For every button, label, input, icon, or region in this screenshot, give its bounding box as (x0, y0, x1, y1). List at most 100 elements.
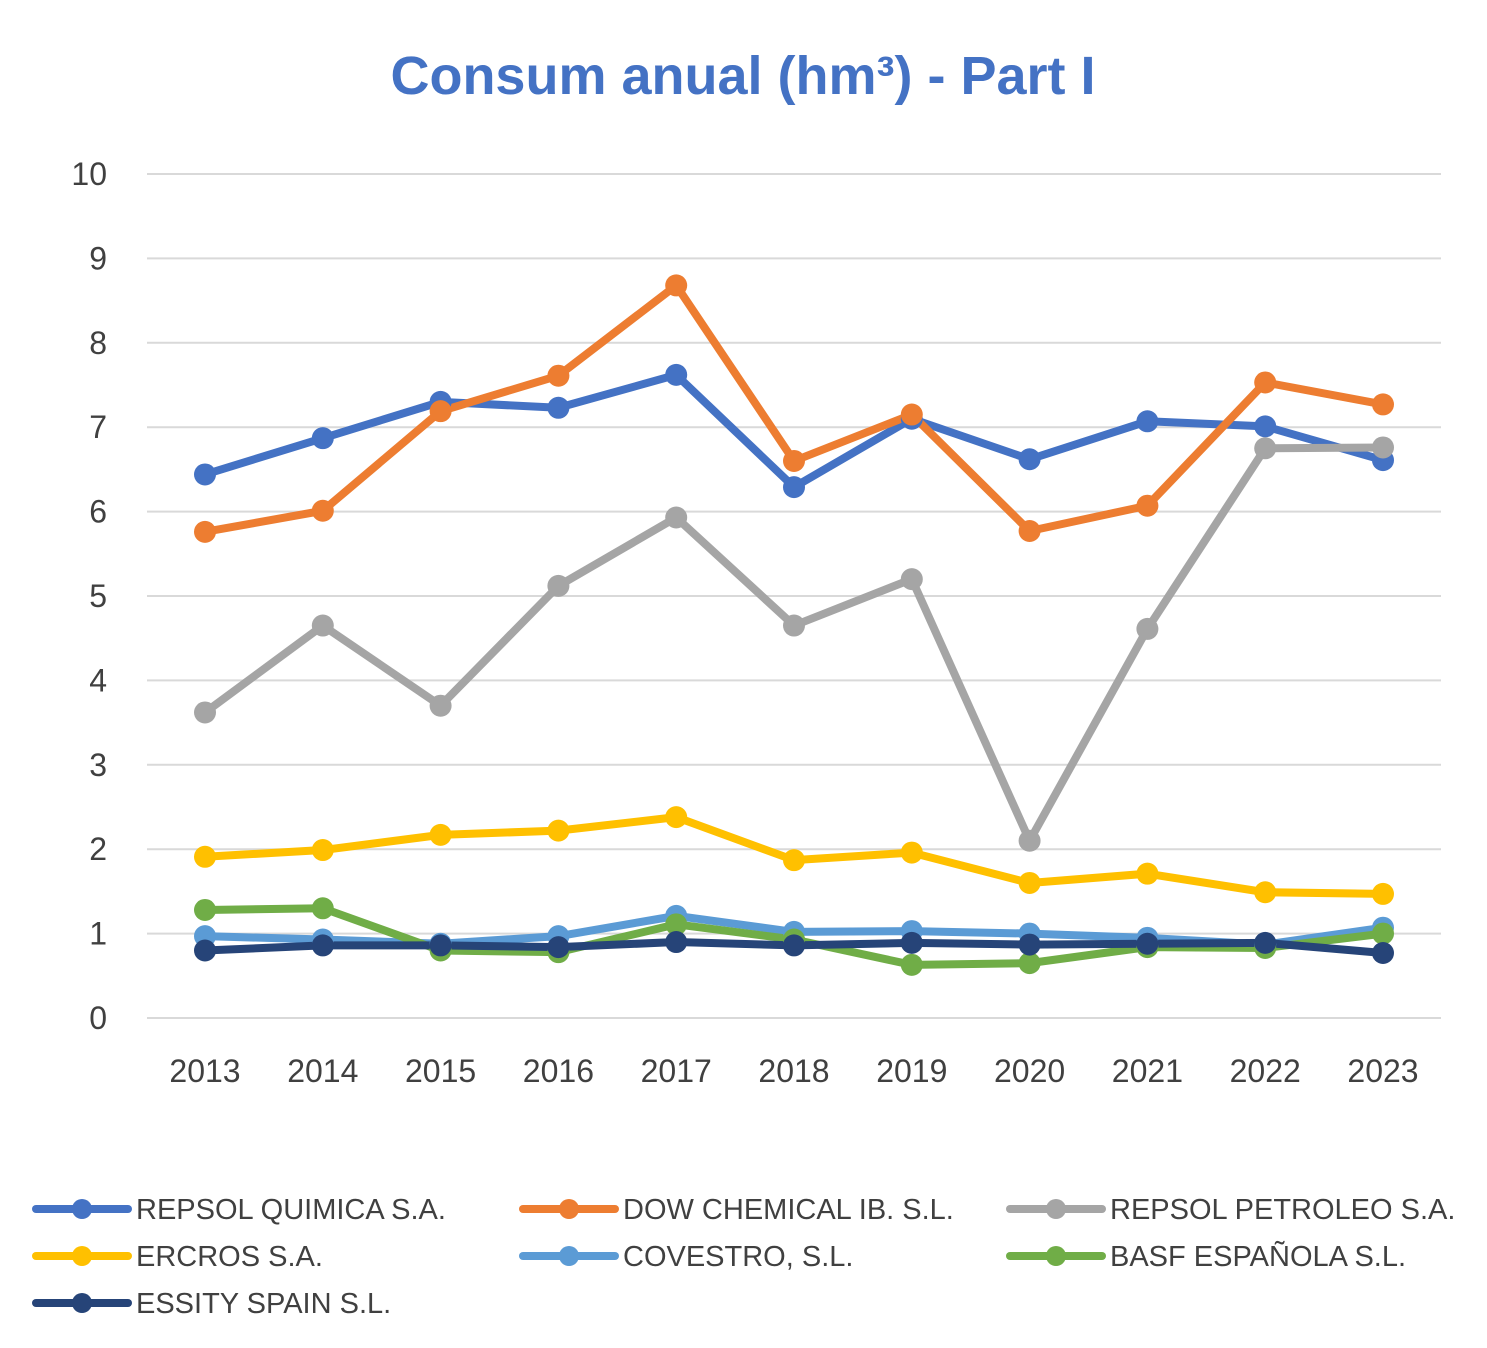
data-point (900, 841, 923, 864)
x-tick-label: 2017 (641, 1053, 712, 1089)
data-point (783, 476, 805, 499)
data-point (783, 614, 805, 637)
y-tick-label: 9 (89, 240, 107, 276)
x-tick-label: 2023 (1347, 1053, 1418, 1089)
data-point (1372, 922, 1394, 945)
x-tick-label: 2014 (287, 1053, 358, 1089)
data-point (194, 463, 216, 486)
data-point (1372, 882, 1394, 905)
legend-label: COVESTRO, S.L. (623, 1241, 853, 1273)
x-tick-label: 2018 (758, 1053, 829, 1089)
y-tick-label: 6 (89, 494, 107, 530)
legend-label: REPSOL QUIMICA S.A. (136, 1194, 446, 1226)
data-point (783, 849, 805, 872)
data-point (311, 839, 334, 862)
x-tick-label: 2016 (523, 1053, 594, 1089)
data-point (1136, 932, 1159, 955)
data-point (1136, 862, 1159, 885)
x-tick-label: 2019 (876, 1053, 947, 1089)
data-point (1254, 931, 1277, 954)
data-point (194, 701, 216, 724)
data-point (665, 913, 688, 936)
data-point (547, 936, 570, 959)
data-point (1254, 881, 1277, 904)
data-point (665, 931, 688, 954)
data-point (1254, 415, 1277, 438)
data-point (665, 363, 688, 386)
data-point (547, 364, 570, 387)
data-point (1018, 871, 1041, 894)
data-point (1372, 393, 1394, 416)
y-axis-tick-labels: 0 1 2 3 4 5 6 7 8 9 10 (71, 156, 107, 1036)
data-point (1018, 952, 1041, 975)
series-points (194, 274, 1394, 976)
data-point (1136, 617, 1159, 640)
data-point (429, 400, 452, 423)
data-point (1136, 494, 1159, 517)
legend-label: ESSITY SPAIN S.L. (136, 1288, 391, 1320)
legend-item: ERCROS S.A. (32, 1241, 323, 1273)
y-tick-label: 0 (89, 1000, 107, 1036)
data-point (429, 823, 452, 846)
legend-label: DOW CHEMICAL IB. S.L. (623, 1194, 954, 1226)
data-point (665, 806, 688, 829)
data-point (311, 934, 334, 957)
legend: REPSOL QUIMICA S.A. DOW CHEMICAL IB. S.L.… (32, 1194, 1455, 1320)
data-point (1018, 933, 1041, 956)
x-tick-label: 2021 (1112, 1053, 1183, 1089)
data-point (783, 449, 805, 472)
y-tick-label: 8 (89, 325, 107, 361)
data-point (665, 506, 688, 529)
y-tick-label: 10 (71, 156, 107, 192)
data-point (311, 897, 334, 920)
data-point (194, 520, 216, 543)
data-point (1018, 520, 1041, 543)
legend-swatch-marker (559, 1199, 579, 1219)
chart-title: Consum anual (hm³) - Part I (390, 46, 1095, 106)
data-point (194, 898, 216, 921)
data-point (547, 819, 570, 842)
legend-item: COVESTRO, S.L. (519, 1241, 853, 1273)
legend-item: REPSOL PETROLEO S.A. (1006, 1194, 1455, 1226)
data-point (1372, 436, 1394, 459)
x-tick-label: 2013 (169, 1053, 240, 1089)
legend-item: BASF ESPAÑOLA S.L. (1006, 1239, 1406, 1273)
legend-swatch-marker (559, 1246, 579, 1266)
data-point (194, 845, 216, 868)
data-point (429, 934, 452, 957)
data-point (1136, 410, 1159, 433)
legend-item: DOW CHEMICAL IB. S.L. (519, 1194, 954, 1226)
data-point (1254, 437, 1277, 460)
data-point (665, 274, 688, 297)
x-tick-label: 2022 (1230, 1053, 1301, 1089)
data-point (1018, 448, 1041, 471)
data-point (311, 427, 334, 450)
data-point (429, 694, 452, 717)
x-tick-label: 2020 (994, 1053, 1065, 1089)
data-point (900, 953, 923, 976)
legend-swatch-marker (72, 1246, 92, 1266)
data-point (900, 568, 923, 591)
data-point (783, 934, 805, 957)
gridlines (147, 173, 1441, 1019)
series-line (201, 443, 1387, 845)
data-point (900, 931, 923, 954)
data-point (900, 403, 923, 426)
legend-item: ESSITY SPAIN S.L. (32, 1288, 391, 1320)
legend-swatch-marker (72, 1293, 92, 1313)
legend-swatch-marker (1046, 1199, 1066, 1219)
y-tick-label: 5 (89, 578, 107, 614)
data-point (1254, 371, 1277, 394)
x-tick-label: 2015 (405, 1053, 476, 1089)
data-point (311, 499, 334, 522)
y-tick-label: 2 (89, 831, 107, 867)
data-point (547, 396, 570, 419)
legend-label: BASF ESPAÑOLA S.L. (1110, 1239, 1406, 1273)
legend-swatch-marker (72, 1199, 92, 1219)
legend-label: ERCROS S.A. (136, 1241, 323, 1273)
legend-label: REPSOL PETROLEO S.A. (1110, 1194, 1455, 1226)
x-axis-tick-labels: 2013 2014 2015 2016 2017 2018 2019 2020 2021 2022… (169, 1053, 1418, 1089)
y-tick-label: 1 (89, 916, 107, 952)
y-tick-label: 3 (89, 747, 107, 783)
